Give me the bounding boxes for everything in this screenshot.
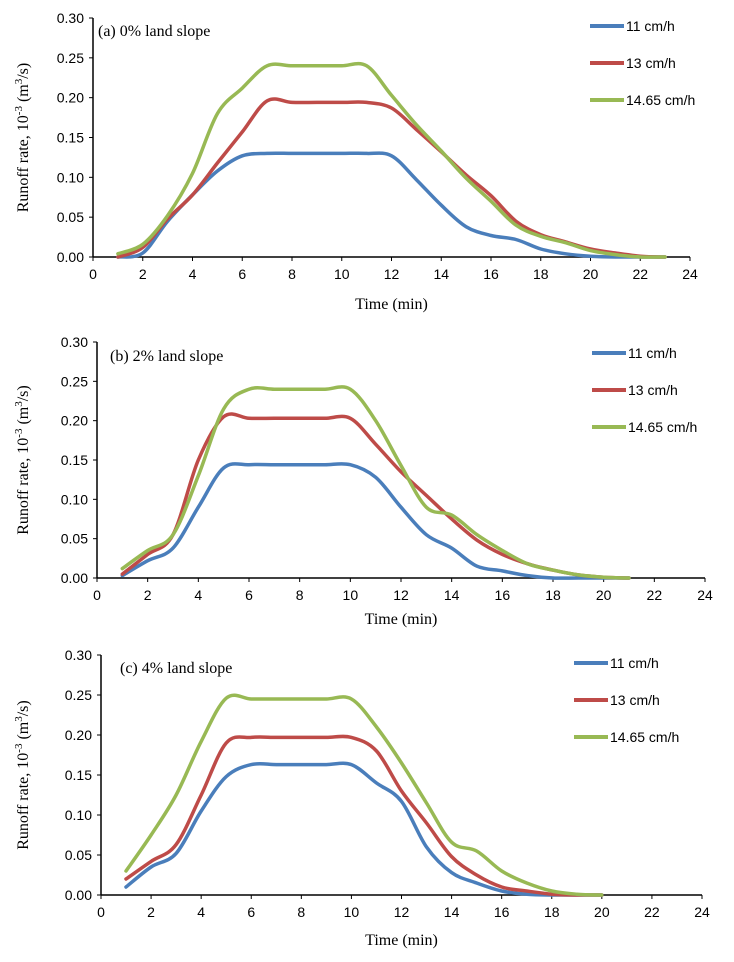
series-line-11-cm-h bbox=[116, 151, 667, 259]
x-tick-label: 16 bbox=[483, 266, 499, 282]
x-tick-label: 8 bbox=[296, 587, 304, 603]
x-tick-label: 4 bbox=[194, 587, 202, 603]
series-line-11-cm-h bbox=[120, 462, 631, 580]
x-tick-label: 12 bbox=[394, 904, 410, 920]
x-tick-label: 18 bbox=[533, 266, 549, 282]
panel-c: 0.000.050.100.150.200.250.300 2 4 6 8 10 12 14 1… bbox=[13, 647, 710, 949]
x-tick-label: 12 bbox=[393, 587, 409, 603]
y-tick-label: 0.30 bbox=[57, 10, 84, 26]
x-tick-label: 24 bbox=[682, 266, 698, 282]
panel-title: (a) 0% land slope bbox=[98, 23, 210, 40]
panel-b: 0.000.050.100.150.200.250.300 2 4 6 8 10 12 14 1… bbox=[13, 334, 713, 628]
series-line-14-65-cm-h bbox=[116, 61, 667, 259]
y-tick-label: 0.05 bbox=[65, 847, 92, 863]
y-axis-title: Runoff rate, 10-3 (m3/s) bbox=[13, 385, 32, 534]
y-tick-label: 0.15 bbox=[57, 130, 84, 146]
x-tick-label: 6 bbox=[238, 266, 246, 282]
x-tick-label: 16 bbox=[495, 587, 511, 603]
panel-a: 0.000.050.100.150.200.250.300 2 4 6 8 10 12 14 1… bbox=[13, 10, 698, 313]
legend: 11 cm/h 13 cm/h 14.65 cm/h bbox=[590, 18, 695, 108]
x-tick-label: 4 bbox=[197, 904, 205, 920]
legend-label: 14.65 cm/h bbox=[626, 92, 695, 108]
x-tick-label: 6 bbox=[247, 904, 255, 920]
y-tick-label: 0.25 bbox=[57, 50, 84, 66]
y-tick-label: 0.00 bbox=[57, 249, 84, 265]
y-axis-title: Runoff rate, 10-3 (m3/s) bbox=[13, 700, 32, 849]
x-tick-label: 18 bbox=[545, 587, 561, 603]
x-tick-label: 14 bbox=[433, 266, 449, 282]
legend-label: 14.65 cm/h bbox=[610, 729, 679, 745]
legend-label: 13 cm/h bbox=[628, 382, 678, 398]
x-tick-label: 22 bbox=[644, 904, 660, 920]
y-tick-label: 0.10 bbox=[61, 491, 88, 507]
y-tick-label: 0.20 bbox=[61, 413, 88, 429]
x-tick-label: 4 bbox=[189, 266, 197, 282]
y-tick-label: 0.10 bbox=[65, 807, 92, 823]
x-tick-label: 2 bbox=[144, 587, 152, 603]
x-tick-label: 8 bbox=[288, 266, 296, 282]
y-tick-label: 0.15 bbox=[61, 452, 88, 468]
x-tick-label: 0 bbox=[97, 904, 105, 920]
x-tick-label: 10 bbox=[344, 904, 360, 920]
x-tick-label: 2 bbox=[139, 266, 147, 282]
x-tick-label: 20 bbox=[594, 904, 610, 920]
x-tick-label: 12 bbox=[384, 266, 400, 282]
y-tick-label: 0.15 bbox=[65, 767, 92, 783]
x-axis-title: Time (min) bbox=[365, 932, 438, 949]
x-tick-label: 16 bbox=[494, 904, 510, 920]
y-tick-label: 0.30 bbox=[65, 647, 92, 663]
series-line-13-cm-h bbox=[116, 97, 667, 259]
y-tick-label: 0.05 bbox=[57, 209, 84, 225]
y-tick-label: 0.10 bbox=[57, 169, 84, 185]
y-tick-label: 0.25 bbox=[61, 373, 88, 389]
legend-label: 14.65 cm/h bbox=[628, 419, 697, 435]
x-tick-label: 14 bbox=[444, 587, 460, 603]
x-tick-label: 18 bbox=[544, 904, 560, 920]
x-tick-label: 10 bbox=[334, 266, 350, 282]
series-line-11-cm-h bbox=[124, 761, 604, 897]
y-tick-label: 0.30 bbox=[61, 334, 88, 350]
x-tick-label: 2 bbox=[147, 904, 155, 920]
y-tick-label: 0.05 bbox=[61, 531, 88, 547]
legend: 11 cm/h 13 cm/h 14.65 cm/h bbox=[574, 655, 679, 745]
x-tick-label: 24 bbox=[694, 904, 710, 920]
legend: 11 cm/h 13 cm/h 14.65 cm/h bbox=[592, 345, 697, 435]
legend-label: 13 cm/h bbox=[626, 55, 676, 71]
y-tick-label: 0.20 bbox=[65, 727, 92, 743]
x-axis-title: Time (min) bbox=[355, 296, 428, 313]
panel-title: (c) 4% land slope bbox=[120, 660, 232, 677]
series-line-13-cm-h bbox=[120, 412, 631, 580]
panel-title: (b) 2% land slope bbox=[110, 348, 223, 365]
series-line-14-65-cm-h bbox=[120, 385, 631, 580]
series-line-13-cm-h bbox=[124, 734, 604, 897]
x-tick-label: 0 bbox=[89, 266, 97, 282]
x-tick-label: 8 bbox=[297, 904, 305, 920]
x-axis-title: Time (min) bbox=[365, 611, 438, 628]
x-tick-label: 24 bbox=[697, 587, 713, 603]
legend-label: 11 cm/h bbox=[610, 655, 659, 671]
y-axis-title: Runoff rate, 10-3 (m3/s) bbox=[13, 63, 32, 212]
x-tick-label: 20 bbox=[583, 266, 599, 282]
y-tick-label: 0.25 bbox=[65, 687, 92, 703]
x-tick-label: 10 bbox=[343, 587, 359, 603]
legend-label: 11 cm/h bbox=[626, 18, 675, 34]
x-tick-label: 22 bbox=[647, 587, 663, 603]
y-tick-label: 0.00 bbox=[61, 570, 88, 586]
x-tick-label: 6 bbox=[245, 587, 253, 603]
x-tick-label: 22 bbox=[632, 266, 648, 282]
y-tick-label: 0.00 bbox=[65, 887, 92, 903]
legend-label: 13 cm/h bbox=[610, 692, 660, 708]
series-line-14-65-cm-h bbox=[124, 693, 604, 897]
x-tick-label: 20 bbox=[596, 587, 612, 603]
legend-label: 11 cm/h bbox=[628, 345, 677, 361]
y-tick-label: 0.20 bbox=[57, 90, 84, 106]
x-tick-label: 0 bbox=[93, 587, 101, 603]
x-tick-label: 14 bbox=[444, 904, 460, 920]
